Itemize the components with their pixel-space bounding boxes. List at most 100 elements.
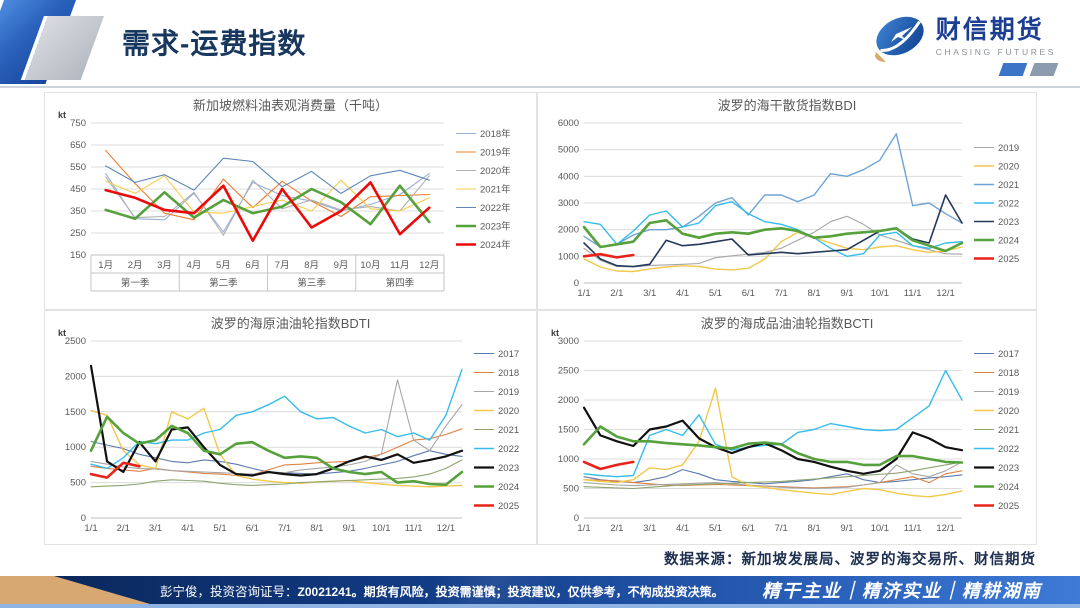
series-line-2021 [90,459,463,488]
x-tick-label: 10/1 [372,523,391,534]
company-name-en: CHASING FUTURES [935,46,1056,57]
legend-label: 2020年 [480,165,511,177]
chart-title: 波罗的海干散货指数BDI [718,98,857,113]
series-line-2025 [582,460,635,471]
x-tick-label: 2/1 [610,523,623,534]
legend-label: 2024 [498,482,519,493]
legend-label: 2020 [498,406,519,417]
x-tick-label: 5/1 [709,523,722,534]
legend-label: 2022 [498,444,519,455]
y-tick-label: 1500 [558,425,579,436]
y-tick-label: 2000 [558,225,579,236]
series-line-2021 [583,133,963,248]
legend-label: 2019年 [480,147,511,159]
series-line-2020年 [105,175,430,236]
chart-canvas: 新加坡燃料油表观消费量（千吨） kt 750 650 550 450 350 250 150 1月… [58,98,511,292]
legend-label: 2022 [998,444,1019,455]
series-line-2020 [90,407,463,488]
y-tick-label: 550 [70,162,86,173]
x-tick-label: 3/1 [149,523,162,534]
legend-label: 2022 [998,199,1019,210]
y-tick-label: 2500 [558,366,579,377]
x-tick-label: 10月 [360,260,380,271]
x-tick-label: 1/1 [577,288,590,299]
series-line-2022 [583,200,963,258]
axis-unit-label: kt [58,110,66,120]
legend-label: 2023年 [480,221,511,233]
data-source-note: 数据来源：新加坡发展局、波罗的海交易所、财信期货 [664,552,1036,568]
x-tick-label: 5/1 [213,523,226,534]
series-line-2018年 [105,173,430,233]
y-tick-label: 1000 [558,251,579,262]
x-tick-label: 6/1 [742,523,755,534]
series-line-2024 [89,415,464,486]
legend-label: 2019 [498,387,519,398]
y-tick-label: 500 [563,484,579,495]
y-tick-label: 0 [574,278,579,289]
company-logo-text: 财信期货 CHASING FUTURES [936,17,1056,57]
y-tick-label: 0 [81,513,86,524]
risk-disclaimer: Z0021241。期货有风险，投资需谨慎；投资建议，仅供参考，不构成投资决策。 [297,584,724,599]
footer-decoration-tan [0,576,150,604]
chart-title: 新加坡燃料油表观消费量（千吨） [193,98,388,113]
quarter-label: 第二季 [209,277,238,289]
chart-singapore-fuel-oil-consumption: 新加坡燃料油表观消费量（千吨） kt 750 650 550 450 350 250 150 1月… [44,92,537,310]
x-tick-label: 1月 [98,260,113,271]
header: 需求-运费指数 财信期货 CHASING FUTURES [0,0,1080,88]
y-tick-label: 250 [70,228,86,239]
axis-unit-label: kt [551,328,559,338]
footer-slogan: 精干主业｜精济实业｜精耕湖南 [762,581,1042,601]
legend-label: 2023 [998,463,1019,474]
x-tick-label: 8/1 [807,288,820,299]
x-tick-label: 7/1 [775,288,788,299]
series-line-2022 [583,369,963,478]
legend-label: 2023 [498,463,519,474]
series-line-2022年 [105,157,430,194]
x-tick-label: 7月 [275,260,290,271]
legend-label: 2025 [998,501,1019,512]
x-tick-label: 12/1 [936,288,955,299]
x-tick-label: 1/1 [84,523,97,534]
x-tick-label: 9/1 [342,523,355,534]
legend-label: 2020 [998,406,1019,417]
x-tick-label: 12/1 [437,523,456,534]
x-tick-label: 2/1 [610,288,623,299]
series-line-2020 [583,387,963,498]
company-logo: 财信期货 CHASING FUTURES [872,10,1056,64]
x-tick-label: 5/1 [709,288,722,299]
quarter-label: 第三季 [297,277,326,289]
x-tick-label: 6/1 [742,288,755,299]
x-tick-label: 3/1 [643,288,656,299]
x-tick-label: 3月 [157,260,172,271]
x-tick-label: 9/1 [840,288,853,299]
legend-label: 2021 [998,180,1019,191]
legend-label: 2024年 [480,239,511,251]
legend-label: 2019 [998,143,1019,154]
legend-label: 2019 [998,387,1019,398]
parallelogram-gray [1029,63,1059,76]
x-tick-label: 6/1 [246,523,259,534]
x-tick-label: 4/1 [181,523,194,534]
legend-label: 2020 [998,162,1019,173]
chart-baltic-clean-tanker-bcti: 波罗的海成品油油轮指数BCTI kt 3000 2500 2000 1500 1000 500… [537,310,1037,545]
quarter-label: 第四季 [386,277,415,289]
axis-unit-label: kt [58,328,66,338]
series-line-2019 [583,461,963,490]
y-tick-label: 450 [70,184,86,195]
quarter-label: 第一季 [121,277,150,289]
x-tick-label: 8/1 [807,523,820,534]
chart-title: 波罗的海原油油轮指数BDTI [211,316,371,331]
x-tick-label: 4/1 [676,288,689,299]
y-tick-label: 1500 [65,407,86,418]
y-tick-label: 3000 [558,198,579,209]
chart-baltic-dirty-tanker-bdti: 波罗的海原油油轮指数BDTI kt 2500 2000 1500 1000 500 0 1/1 2… [44,310,537,545]
x-tick-label: 4月 [187,260,202,271]
x-tick-label: 7/1 [278,523,291,534]
legend-label: 2024 [998,236,1019,247]
x-tick-label: 7/1 [775,523,788,534]
x-tick-label: 9月 [334,260,349,271]
series-line-2021 [583,461,963,490]
x-tick-label: 12/1 [936,523,955,534]
logo-parallelogram-decoration [998,63,1059,76]
